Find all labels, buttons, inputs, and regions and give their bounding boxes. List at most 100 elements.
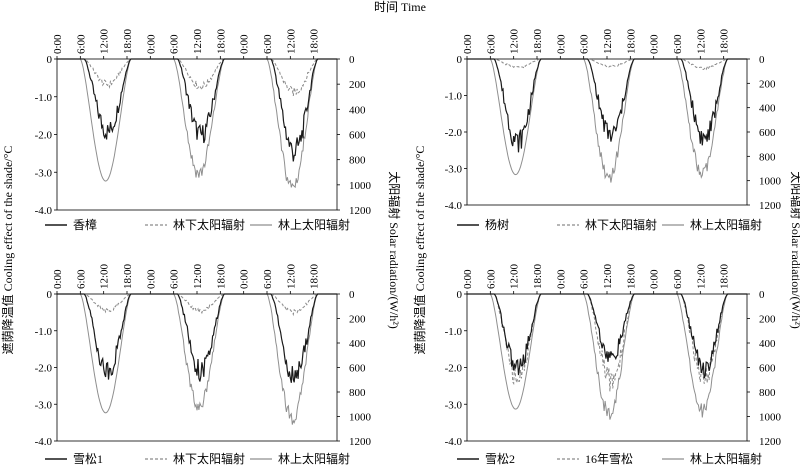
x-tick-label: 0:00 (462, 34, 474, 54)
y2-tick-label: 600 (759, 127, 776, 139)
series-line (57, 58, 337, 162)
x-tick-label: 18:00 (309, 28, 321, 54)
x-tick-label: 0:00 (52, 34, 64, 54)
legend-label: 林下太阳辐射 (173, 451, 245, 466)
series-line (467, 58, 747, 183)
x-tick-label: 12:00 (695, 28, 707, 54)
x-tick-label: 6:00 (579, 269, 591, 289)
y-tick-label: -3.0 (35, 399, 53, 411)
y2-tick-label: 1000 (759, 176, 782, 188)
y-tick-label: -4.0 (445, 200, 463, 212)
y2-tick-label: 0 (759, 54, 765, 66)
y-tick-label: -3.0 (445, 164, 463, 176)
series-line (57, 58, 337, 96)
x-tick-label: 18:00 (532, 28, 544, 54)
y2-tick-label: 800 (349, 387, 366, 399)
series-line (57, 293, 337, 425)
panel-bottom-left: 0:00 6:00 12:00 18:00 0:00 6:00 12:00 18:00 0:00… (35, 263, 372, 466)
x-tick-label: 12:00 (285, 263, 297, 289)
x-tick-label: 18:00 (532, 263, 544, 289)
x-tick-label: 12:00 (192, 28, 204, 54)
x-tick-label: 18:00 (122, 263, 134, 289)
legend-label: 林上太阳辐射 (690, 217, 762, 232)
y2-tick-label: 800 (759, 151, 776, 163)
series-line (57, 58, 337, 189)
x-tick-label: 12:00 (509, 28, 521, 54)
x-tick-label: 6:00 (485, 269, 497, 289)
series-line (57, 293, 337, 383)
y2-tick-label: 400 (349, 338, 366, 350)
x-tick-label: 18:00 (625, 263, 637, 289)
panel-top-right: 0:00 6:00 12:00 18:00 0:00 6:00 12:00 18:00 0:00… (445, 28, 782, 232)
y2-tick-label: 200 (759, 78, 776, 90)
y2-tick-label: 1000 (349, 180, 372, 192)
x-tick-label: 0:00 (145, 34, 157, 54)
x-tick-label: 12:00 (192, 263, 204, 289)
legend-label: 香樟 (73, 217, 97, 232)
legend-label: 林上太阳辐射 (690, 451, 762, 466)
y2-tick-label: 1000 (759, 412, 782, 424)
y-tick-label: -3.0 (35, 167, 53, 179)
x-tick-label: 18:00 (309, 263, 321, 289)
x-tick-label: 0:00 (555, 34, 567, 54)
series-line (57, 293, 337, 317)
x-tick-label: 0:00 (52, 269, 64, 289)
panel-top-left: 0:00 6:00 12:00 18:00 0:00 6:00 12:00 18:00 0:00… (35, 28, 372, 232)
y-left-title-right-column: 遮荫降温值 Cooling effect of the shade/°C (412, 146, 427, 355)
x-tick-label: 0:00 (239, 34, 251, 54)
x-tick-label: 6:00 (75, 34, 87, 54)
y2-tick-label: 1000 (349, 412, 372, 424)
series-line (467, 293, 747, 379)
y-right-title-right-column: 太阳辐射 Solar radiation/(W/h²) (789, 171, 800, 329)
y2-tick-label: 1200 (759, 436, 782, 448)
y2-tick-label: 1200 (349, 436, 372, 448)
x-tick-label: 6:00 (485, 34, 497, 54)
series-line (467, 293, 747, 392)
x-tick-label: 6:00 (169, 34, 181, 54)
x-tick-label: 12:00 (99, 28, 111, 54)
panel-bottom-right: 0:00 6:00 12:00 18:00 0:00 6:00 12:00 18:00 0:00… (445, 263, 782, 466)
x-tick-label: 6:00 (672, 34, 684, 54)
legend-label: 雪松1 (73, 452, 103, 466)
y-tick-label: -4.0 (445, 436, 463, 448)
legend-label: 林下太阳辐射 (173, 217, 245, 232)
y-tick-label: -4.0 (35, 436, 53, 448)
x-tick-label: 18:00 (215, 263, 227, 289)
x-tick-label: 12:00 (509, 263, 521, 289)
top-label: 时间 Time (374, 0, 426, 14)
legend-label: 雪松2 (485, 452, 515, 466)
legend-label: 林下太阳辐射 (585, 217, 657, 232)
x-tick-label: 6:00 (672, 269, 684, 289)
x-tick-label: 12:00 (602, 263, 614, 289)
y2-tick-label: 1200 (349, 205, 372, 217)
legend-label: 杨树 (485, 217, 509, 232)
y-tick-label: -1.0 (35, 326, 53, 338)
y-tick-label: -2.0 (445, 127, 463, 139)
y-tick-label: -1.0 (445, 91, 463, 103)
y-tick-label: -2.0 (35, 363, 53, 375)
y2-tick-label: 1200 (759, 200, 782, 212)
y-tick-label: -4.0 (35, 205, 53, 217)
x-tick-label: 18:00 (719, 263, 731, 289)
y2-tick-label: 400 (759, 338, 776, 350)
y2-tick-label: 0 (349, 289, 355, 301)
x-tick-label: 18:00 (625, 28, 637, 54)
y2-tick-label: 200 (349, 314, 366, 326)
x-tick-label: 12:00 (285, 28, 297, 54)
y-left-title-left-column: 遮荫降温值 Cooling effect of the shade/°C (0, 146, 15, 355)
x-tick-label: 6:00 (262, 269, 274, 289)
x-tick-label: 6:00 (579, 34, 591, 54)
series-line (467, 293, 747, 420)
legend-label: 林上太阳辐射 (278, 217, 350, 232)
series-line (467, 58, 747, 153)
x-tick-label: 0:00 (145, 269, 157, 289)
y2-tick-label: 800 (759, 387, 776, 399)
y2-tick-label: 800 (349, 155, 366, 167)
y-tick-label: -3.0 (445, 399, 463, 411)
legend-label: 16年雪松 (585, 452, 633, 466)
y2-tick-label: 400 (349, 104, 366, 116)
y-right-title-left-column: 太阳辐射 Solar radiation/(W/h²) (387, 171, 402, 329)
y2-tick-label: 600 (349, 363, 366, 375)
x-tick-label: 6:00 (75, 269, 87, 289)
y-tick-label: -2.0 (35, 130, 53, 142)
